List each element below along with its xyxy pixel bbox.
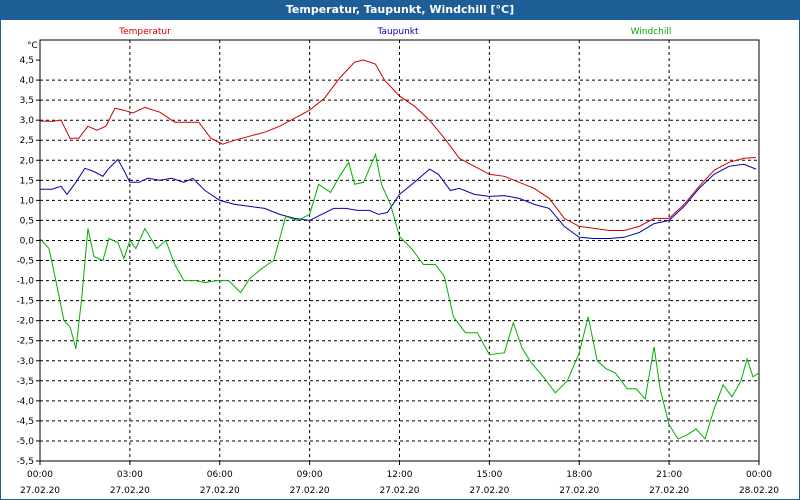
x-tick-time-label: 09:00 bbox=[297, 470, 323, 480]
y-tick-label: -3,0 bbox=[16, 357, 34, 367]
y-axis-label: °C bbox=[27, 41, 38, 51]
x-tick-date-label: 27.02.20 bbox=[379, 486, 419, 496]
x-tick-time-label: 03:00 bbox=[117, 470, 143, 480]
x-tick-date-label: 27.02.20 bbox=[649, 486, 689, 496]
x-tick-date-label: 27.02.20 bbox=[290, 486, 330, 496]
y-tick-label: -1,0 bbox=[16, 277, 34, 287]
y-tick-label: 2,5 bbox=[20, 136, 34, 146]
series-line-temperatur bbox=[39, 59, 757, 231]
y-tick-label: 1,5 bbox=[20, 176, 34, 186]
x-tick-date-label: 27.02.20 bbox=[110, 486, 150, 496]
y-tick-label: -2,0 bbox=[16, 317, 34, 327]
legend-windchill: Windchill bbox=[631, 27, 672, 37]
legend-taupunkt: Taupunkt bbox=[376, 27, 419, 37]
y-tick-label: -4,5 bbox=[16, 417, 34, 427]
y-tick-label: -4,0 bbox=[16, 397, 34, 407]
legend-temperatur: Temperatur bbox=[118, 27, 171, 37]
y-tick-label: 3,0 bbox=[20, 116, 35, 126]
y-tick-label: 0,0 bbox=[20, 236, 35, 246]
plot-area-border bbox=[39, 39, 760, 462]
chart-title: Temperatur, Taupunkt, Windchill [°C] bbox=[0, 0, 800, 19]
x-tick-date-label: 27.02.20 bbox=[20, 486, 60, 496]
x-tick-time-label: 00:00 bbox=[27, 470, 53, 480]
y-tick-label: 1,0 bbox=[20, 196, 35, 206]
y-tick-label: 4,0 bbox=[20, 76, 35, 86]
x-tick-date-label: 27.02.20 bbox=[469, 486, 509, 496]
y-tick-label: 3,5 bbox=[20, 96, 34, 106]
y-tick-label: -0,5 bbox=[16, 257, 34, 267]
y-tick-label: 2,0 bbox=[20, 156, 35, 166]
x-tick-date-label: 28.02.20 bbox=[739, 486, 779, 496]
x-tick-time-label: 00:00 bbox=[746, 470, 772, 480]
y-tick-label: -5,5 bbox=[16, 457, 34, 467]
x-tick-date-label: 27.02.20 bbox=[200, 486, 240, 496]
x-tick-time-label: 06:00 bbox=[207, 470, 233, 480]
y-tick-label: -1,5 bbox=[16, 297, 34, 307]
x-tick-time-label: 15:00 bbox=[476, 470, 502, 480]
x-tick-date-label: 27.02.20 bbox=[559, 486, 599, 496]
line-chart: °C 4,5 4,0 3,5 3,0 2,5 2,0 1,5 1,0 0,5 0,0 -0,5 -1,… bbox=[16, 27, 779, 496]
series-line-windchill bbox=[39, 152, 760, 440]
y-tick-label: 0,5 bbox=[20, 216, 34, 226]
series-line-taupunkt bbox=[40, 158, 757, 239]
y-tick-label: -5,0 bbox=[16, 437, 34, 447]
y-tick-label: 4,5 bbox=[20, 56, 34, 66]
y-tick-label: -2,5 bbox=[16, 337, 34, 347]
y-tick-label: -3,5 bbox=[16, 377, 34, 387]
chart-frame: °C 4,5 4,0 3,5 3,0 2,5 2,0 1,5 1,0 0,5 0,0 -0,5 -1,… bbox=[0, 19, 800, 500]
x-tick-time-label: 21:00 bbox=[656, 470, 682, 480]
x-tick-time-label: 12:00 bbox=[387, 470, 413, 480]
x-tick-time-label: 18:00 bbox=[566, 470, 592, 480]
